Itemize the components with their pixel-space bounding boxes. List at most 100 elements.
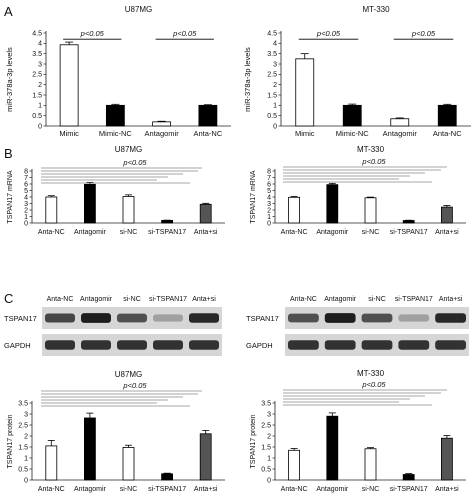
y-tick-label: 2: [38, 82, 42, 89]
x-tick-label: Anta-NC: [281, 229, 308, 236]
y-tick-label: 3: [267, 411, 271, 418]
bar-si-tspan17: [161, 473, 174, 481]
bar-anta-nc: [437, 104, 457, 127]
panel-label-b: B: [4, 146, 13, 161]
chart-title: MT-330: [362, 5, 390, 14]
significance-label: p<0.05: [361, 380, 386, 389]
blot-band: [288, 313, 319, 323]
x-tick-label: Anta+si: [435, 486, 459, 493]
blot-band: [324, 313, 356, 323]
y-tick-label: 0: [24, 220, 28, 227]
y-tick-label: 1: [38, 103, 42, 110]
chart-title: U87MG: [125, 5, 153, 14]
y-tick-label: 2: [267, 207, 271, 214]
bar-anta-nc: [198, 104, 218, 127]
bar-anta-nc: [288, 449, 301, 481]
y-tick-label: 2.5: [18, 422, 28, 429]
y-tick-label: 1: [24, 455, 28, 462]
y-tick-label: 4: [273, 41, 277, 48]
y-tick-label: 1: [24, 214, 28, 221]
y-tick-label: 3: [24, 411, 28, 418]
blot-band: [361, 313, 393, 323]
chart-title: U87MG: [115, 145, 143, 154]
lane-label: si-NC: [123, 296, 141, 303]
x-tick-label: si-NC: [362, 229, 380, 236]
bar-anta-si: [199, 433, 212, 481]
y-axis-label: TSPAN17 protein: [250, 414, 257, 468]
y-axis-label: TSPAN17 protein: [7, 414, 14, 468]
y-tick-label: 1.5: [267, 92, 277, 99]
bar-si-tspan17: [402, 220, 415, 224]
y-tick-label: 1: [267, 455, 271, 462]
bar-anta-nc: [45, 196, 58, 224]
chart-c-mt330: MT-330 TSPAN17 protein 0 0.5 1 1.5 2 2.5 3 3.5 Ant…: [250, 369, 466, 493]
bar-antagomir: [326, 415, 339, 481]
y-tick-label: 1: [273, 103, 277, 110]
x-tick-label: si-NC: [120, 229, 138, 236]
bar-antagomir: [152, 121, 172, 127]
bar-antagomir: [84, 183, 96, 224]
x-tick-label: Anta+si: [435, 229, 459, 236]
blot-band: [45, 340, 75, 350]
blot-band: [45, 313, 75, 323]
y-tick-label: 2.5: [32, 72, 42, 79]
lane-label: Antagomir: [324, 296, 357, 303]
significance-label: p<0.05: [411, 29, 436, 38]
blot-band: [81, 313, 111, 323]
blot-band: [361, 340, 393, 350]
significance-label: p<0.05: [80, 29, 105, 38]
bar-antagomir: [390, 118, 410, 127]
y-tick-label: 0: [38, 123, 42, 130]
blot-row-label: GAPDH: [4, 341, 31, 350]
lane-label: si-TSPAN17: [395, 296, 433, 303]
y-tick-label: 3.5: [261, 400, 271, 407]
blot-band: [117, 340, 147, 350]
blot-band: [435, 313, 466, 323]
y-axis-label: miR-378a-3p levels: [5, 47, 14, 112]
y-axis-label: TSPAN17 mRNA: [7, 170, 14, 223]
x-tick-label: Antagomir: [383, 129, 418, 138]
y-tick-label: 1: [267, 214, 271, 221]
bar-anta-nc: [288, 196, 301, 224]
y-tick-label: 3: [38, 61, 42, 68]
x-tick-label: si-NC: [120, 486, 138, 493]
lane-label: Antagomir: [80, 296, 113, 303]
y-axis-label: TSPAN17 mRNA: [250, 170, 257, 223]
x-tick-label: si-NC: [362, 486, 380, 493]
y-tick-label: 0.5: [32, 113, 42, 120]
y-tick-label: 0: [24, 477, 28, 484]
bar-si-nc: [122, 447, 135, 481]
x-tick-label: Mimic: [295, 129, 315, 138]
blot-band: [81, 340, 111, 350]
y-tick-label: 0.5: [261, 466, 271, 473]
blot-mt330: Anta-NC Antagomir si-NC si-TSPAN17 Anta+si TS…: [246, 296, 469, 356]
y-tick-label: 1.5: [18, 444, 28, 451]
y-tick-label: 7: [267, 175, 271, 182]
x-tick-label: Antagomir: [145, 129, 180, 138]
x-tick-label: Anta-NC: [281, 486, 308, 493]
chart-c-u87mg: U87MG TSPAN17 protein 0 0.5 1 1.5 2 2.5 3 3.5 Anta…: [7, 370, 225, 493]
blot-row-label: GAPDH: [246, 341, 273, 350]
x-tick-label: Antagomir: [74, 486, 107, 493]
significance-label: p<0.05: [122, 381, 147, 390]
blot-row-label: TSPAN17: [246, 314, 279, 323]
blot-band: [189, 313, 219, 323]
x-tick-label: Mimic-NC: [336, 129, 369, 138]
y-tick-label: 4: [267, 194, 271, 201]
x-tick-label: Antagomir: [74, 229, 107, 236]
lane-label: si-NC: [368, 296, 386, 303]
y-axis-label: miR-378a-3p levels: [243, 47, 252, 112]
x-tick-label: Mimic-NC: [99, 129, 132, 138]
y-tick-label: 2: [24, 207, 28, 214]
x-tick-label: Anta+si: [194, 229, 218, 236]
bar-si-tspan17: [161, 219, 174, 224]
x-tick-label: Anta-NC: [193, 129, 222, 138]
y-tick-label: 3: [273, 61, 277, 68]
bar-si-nc: [364, 448, 377, 481]
bar-anta-si: [440, 206, 453, 224]
x-tick-label: Antagomir: [316, 229, 349, 236]
bar-antagomir: [84, 417, 96, 481]
lane-label: Anta+si: [192, 296, 216, 303]
